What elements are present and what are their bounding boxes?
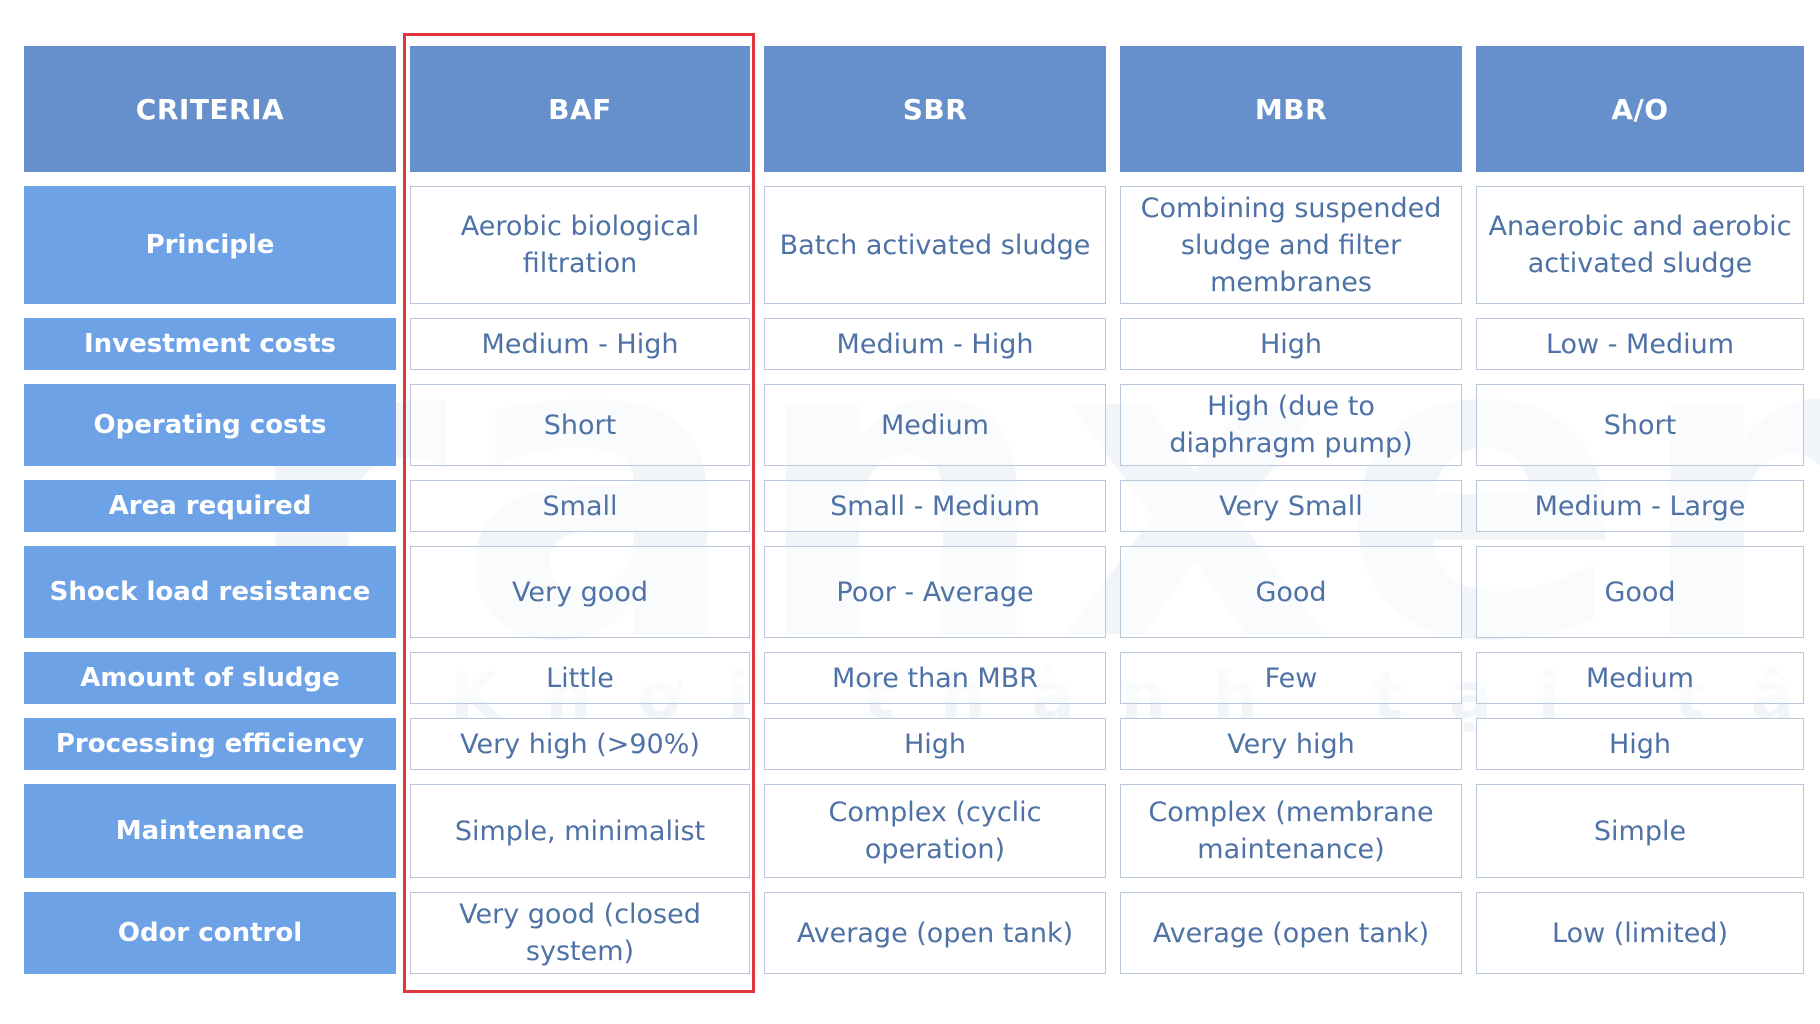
cell-mbr: High (due to diaphragm pump) xyxy=(1120,384,1462,466)
cell-sbr: Medium xyxy=(764,384,1106,466)
cell-mbr: Complex (membrane maintenance) xyxy=(1120,784,1462,878)
cell-baf: Small xyxy=(410,480,750,532)
cell-sbr: Medium - High xyxy=(764,318,1106,370)
cell-sbr: Complex (cyclic operation) xyxy=(764,784,1106,878)
cell-ao: Medium xyxy=(1476,652,1804,704)
header-criteria: CRITERIA xyxy=(24,46,396,172)
cell-sbr: Average (open tank) xyxy=(764,892,1106,974)
cell-ao: Low (limited) xyxy=(1476,892,1804,974)
cell-sbr: Batch activated sludge xyxy=(764,186,1106,304)
criteria-processing-efficiency: Processing efficiency xyxy=(24,718,396,770)
cell-baf: Medium - High xyxy=(410,318,750,370)
cell-ao: Short xyxy=(1476,384,1804,466)
cell-mbr: Very Small xyxy=(1120,480,1462,532)
cell-ao: High xyxy=(1476,718,1804,770)
cell-baf: Aerobic biological filtration xyxy=(410,186,750,304)
cell-ao: Low - Medium xyxy=(1476,318,1804,370)
criteria-principle: Principle xyxy=(24,186,396,304)
comparison-table: CRITERIA BAF SBR MBR A/O Principle Aerob… xyxy=(24,46,1804,974)
criteria-area-required: Area required xyxy=(24,480,396,532)
cell-mbr: Very high xyxy=(1120,718,1462,770)
cell-mbr: High xyxy=(1120,318,1462,370)
cell-sbr: Poor - Average xyxy=(764,546,1106,638)
criteria-amount-of-sludge: Amount of sludge xyxy=(24,652,396,704)
cell-baf: Very high (>90%) xyxy=(410,718,750,770)
cell-baf: Very good xyxy=(410,546,750,638)
criteria-investment-costs: Investment costs xyxy=(24,318,396,370)
cell-sbr: High xyxy=(764,718,1106,770)
cell-mbr: Average (open tank) xyxy=(1120,892,1462,974)
criteria-maintenance: Maintenance xyxy=(24,784,396,878)
cell-ao: Simple xyxy=(1476,784,1804,878)
cell-baf: Little xyxy=(410,652,750,704)
cell-baf: Short xyxy=(410,384,750,466)
criteria-odor-control: Odor control xyxy=(24,892,396,974)
cell-sbr: More than MBR xyxy=(764,652,1106,704)
cell-ao: Good xyxy=(1476,546,1804,638)
cell-sbr: Small - Medium xyxy=(764,480,1106,532)
cell-ao: Anaerobic and aerobic activated sludge xyxy=(1476,186,1804,304)
criteria-operating-costs: Operating costs xyxy=(24,384,396,466)
cell-baf: Simple, minimalist xyxy=(410,784,750,878)
cell-ao: Medium - Large xyxy=(1476,480,1804,532)
cell-mbr: Combining suspended sludge and filter me… xyxy=(1120,186,1462,304)
cell-baf: Very good (closed system) xyxy=(410,892,750,974)
header-ao: A/O xyxy=(1476,46,1804,172)
cell-mbr: Good xyxy=(1120,546,1462,638)
header-mbr: MBR xyxy=(1120,46,1462,172)
header-baf: BAF xyxy=(410,46,750,172)
criteria-shock-load-resistance: Shock load resistance xyxy=(24,546,396,638)
header-sbr: SBR xyxy=(764,46,1106,172)
cell-mbr: Few xyxy=(1120,652,1462,704)
